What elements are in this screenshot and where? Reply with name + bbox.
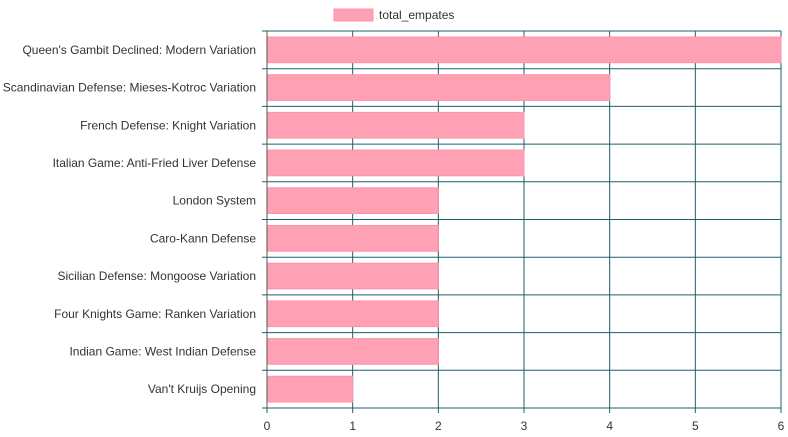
legend-label-total-empates[interactable]: total_empates (379, 8, 454, 22)
x-tick-label-3: 3 (521, 419, 528, 433)
x-tick-label-0: 0 (264, 419, 271, 433)
y-tick-label-scandinavian-defense-mieses-kotroc-variation: Scandinavian Defense: Mieses-Kotroc Vari… (3, 81, 256, 95)
bar-italian-game-anti-fried-liver-defense (266, 149, 525, 177)
x-tick-label-1: 1 (349, 419, 356, 433)
y-tick-label-london-system: London System (173, 194, 256, 208)
bar-van-t-kruijs-opening (266, 375, 354, 403)
bar-french-defense-knight-variation (266, 111, 525, 139)
x-tick-label-4: 4 (606, 419, 613, 433)
bar-london-system (266, 187, 439, 215)
y-tick-label-queen-s-gambit-declined-modern-variation: Queen's Gambit Declined: Modern Variatio… (22, 43, 256, 57)
y-tick-label-caro-kann-defense: Caro-Kann Defense (150, 231, 256, 245)
bar-sicilian-defense-mongoose-variation (266, 262, 439, 290)
bar-caro-kann-defense (266, 225, 439, 252)
y-tick-label-italian-game-anti-fried-liver-defense: Italian Game: Anti-Fried Liver Defense (53, 156, 257, 170)
legend[interactable]: total_empates (333, 8, 454, 22)
bars-layer (266, 36, 782, 403)
y-tick-label-four-knights-game-ranken-variation: Four Knights Game: Ranken Variation (54, 307, 256, 321)
legend-swatch[interactable] (333, 8, 374, 22)
y-tick-label-french-defense-knight-variation: French Defense: Knight Variation (80, 118, 256, 132)
bar-indian-game-west-indian-defense (266, 338, 439, 365)
x-tick-label-5: 5 (692, 419, 699, 433)
bar-scandinavian-defense-mieses-kotroc-variation (266, 74, 611, 101)
y-tick-label-sicilian-defense-mongoose-variation: Sicilian Defense: Mongoose Variation (57, 269, 256, 283)
x-tick-label-6: 6 (778, 419, 785, 433)
y-tick-label-indian-game-west-indian-defense: Indian Game: West Indian Defense (69, 344, 256, 358)
x-tick-label-2: 2 (435, 419, 442, 433)
grid-layer (262, 30, 782, 413)
bar-four-knights-game-ranken-variation (266, 300, 439, 328)
bar-queen-s-gambit-declined-modern-variation (266, 36, 782, 64)
y-tick-label-van-t-kruijs-opening: Van't Kruijs Opening (148, 382, 256, 396)
axis-layer: 0 1 2 3 4 5 6 Queen's Gambit Declined: Modern V… (3, 31, 785, 433)
